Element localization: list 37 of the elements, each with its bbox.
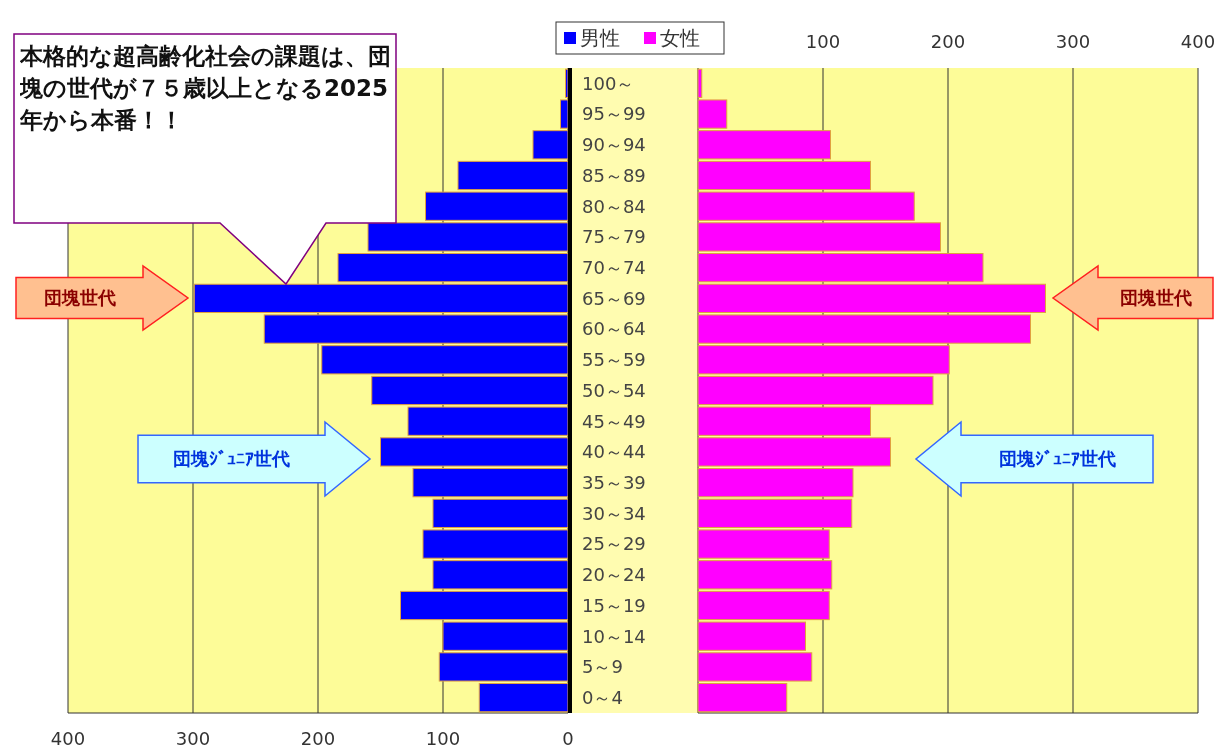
y-tick-label: 75～79 — [582, 226, 646, 248]
y-tick-label: 5～9 — [582, 656, 623, 678]
annotation: 本格的な超高齢化社会の課題は、団塊の世代が７５歳以上となる2025年から本番！！ — [20, 42, 392, 135]
y-tick-label: 100～ — [582, 72, 635, 94]
annotation: 団塊ｼﾞｭﾆｱ世代 — [998, 448, 1116, 470]
x-tick-label: 0 — [562, 728, 574, 748]
x-tick-label: 300 — [175, 728, 211, 748]
y-tick-label: 80～84 — [582, 195, 646, 217]
y-tick-label: 0～4 — [582, 686, 623, 708]
x-tick-label: 200 — [300, 728, 336, 748]
legend-label: 女性 — [660, 26, 700, 50]
y-tick-label: 95～99 — [582, 103, 646, 125]
y-tick-label: 40～44 — [582, 441, 646, 463]
x-tick-label: 100 — [425, 728, 461, 748]
y-tick-label: 15～19 — [582, 594, 646, 616]
y-tick-label: 90～94 — [582, 134, 646, 156]
x-tick-label: 300 — [1055, 31, 1091, 52]
x-tick-label: 200 — [930, 31, 966, 52]
annotation: 団塊ｼﾞｭﾆｱ世代 — [173, 448, 290, 470]
annotation: 団塊世代 — [43, 287, 116, 309]
y-tick-label: 30～34 — [582, 502, 646, 524]
y-tick-label: 45～49 — [582, 410, 646, 432]
legend-label: 男性 — [580, 26, 620, 50]
annotation: 団塊世代 — [1119, 287, 1192, 309]
y-tick-label: 20～24 — [582, 564, 646, 586]
y-tick-label: 70～74 — [582, 256, 646, 278]
y-tick-label: 35～39 — [582, 471, 646, 493]
x-tick-label: 400 — [50, 728, 86, 748]
y-tick-label: 25～29 — [582, 533, 646, 555]
y-tick-label: 85～89 — [582, 164, 646, 186]
x-tick-label: 100 — [805, 31, 841, 52]
y-tick-label: 10～14 — [582, 625, 646, 647]
y-tick-label: 50～54 — [582, 379, 646, 401]
y-tick-label: 55～59 — [582, 349, 646, 371]
x-tick-label: 400 — [1180, 31, 1216, 52]
y-tick-label: 60～64 — [582, 318, 646, 340]
y-tick-label: 65～69 — [582, 287, 646, 309]
